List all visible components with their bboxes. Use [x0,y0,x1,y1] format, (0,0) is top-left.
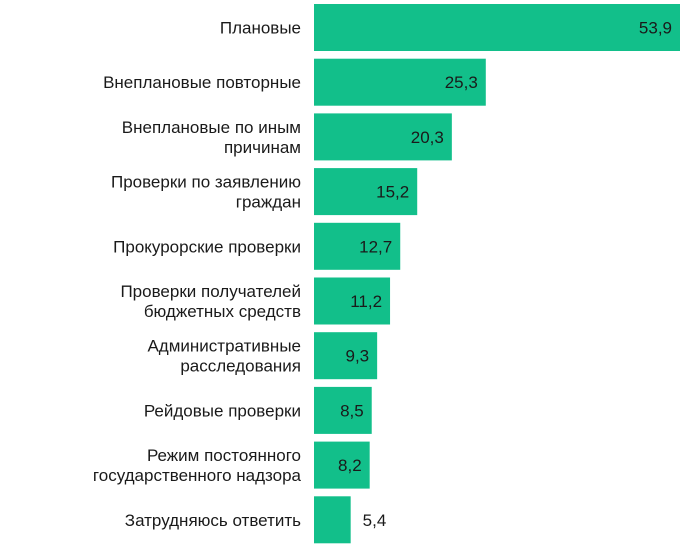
category-label-line: Проверки по заявлению [111,173,301,192]
category-label-line: Затрудняюсь ответить [125,511,301,530]
bar-1 [314,58,486,106]
bar-3 [314,168,418,216]
bar-0 [314,4,680,51]
value-label-9: 5,4 [363,511,387,530]
value-label-8: 8,2 [338,456,362,475]
bar-9 [314,496,351,544]
value-label-7: 8,5 [340,401,364,420]
category-labels-group: Плановые Внеплановые повторные Внеплановые… [93,19,302,530]
value-label-5: 11,2 [350,292,382,311]
value-label-0: 53,9 [639,19,672,38]
category-label-line: Плановые [220,19,301,38]
category-label-6: Административные расследования [147,337,301,376]
bar-4 [314,222,401,270]
category-label-9: Затрудняюсь ответить [125,511,301,530]
category-label-line: государственного надзора [93,466,302,485]
category-label-5: Проверки получателей бюджетных средств [120,282,301,321]
category-label-line: Прокурорские проверки [113,237,301,256]
category-label-8: Режим постоянного государственного надзор… [93,446,302,485]
bar-8 [314,441,370,489]
category-label-line: причинам [224,138,301,157]
category-label-2: Внеплановые по иным причинам [122,118,301,157]
category-label-line: граждан [236,193,301,212]
bars-group [314,4,680,544]
bar-7 [314,386,372,434]
value-label-6: 9,3 [346,347,370,366]
category-label-0: Плановые [220,19,301,38]
category-label-line: Административные [147,337,301,356]
category-label-line: Внеплановые по иным [122,118,301,137]
category-label-line: бюджетных средств [144,302,301,321]
value-label-1: 25,3 [445,73,478,92]
category-label-line: Рейдовые проверки [144,401,301,420]
category-label-3: Проверки по заявлению граждан [111,173,301,212]
category-label-4: Прокурорские проверки [113,237,301,256]
category-label-line: Режим постоянного [147,446,301,465]
bar-2 [314,113,452,161]
value-label-2: 20,3 [411,128,444,147]
value-label-3: 15,2 [376,183,409,202]
category-label-7: Рейдовые проверки [144,401,301,420]
value-labels-group: 53,9 25,3 20,3 15,2 12,7 11,2 9,3 8,5 8,2 5,4 [338,19,672,530]
value-label-4: 12,7 [359,237,392,256]
bar-6 [314,332,378,380]
category-label-line: Проверки получателей [120,282,301,301]
category-label-line: расследования [180,357,301,376]
category-label-1: Внеплановые повторные [103,73,301,92]
category-label-line: Внеплановые повторные [103,73,301,92]
bar-5 [314,277,391,325]
